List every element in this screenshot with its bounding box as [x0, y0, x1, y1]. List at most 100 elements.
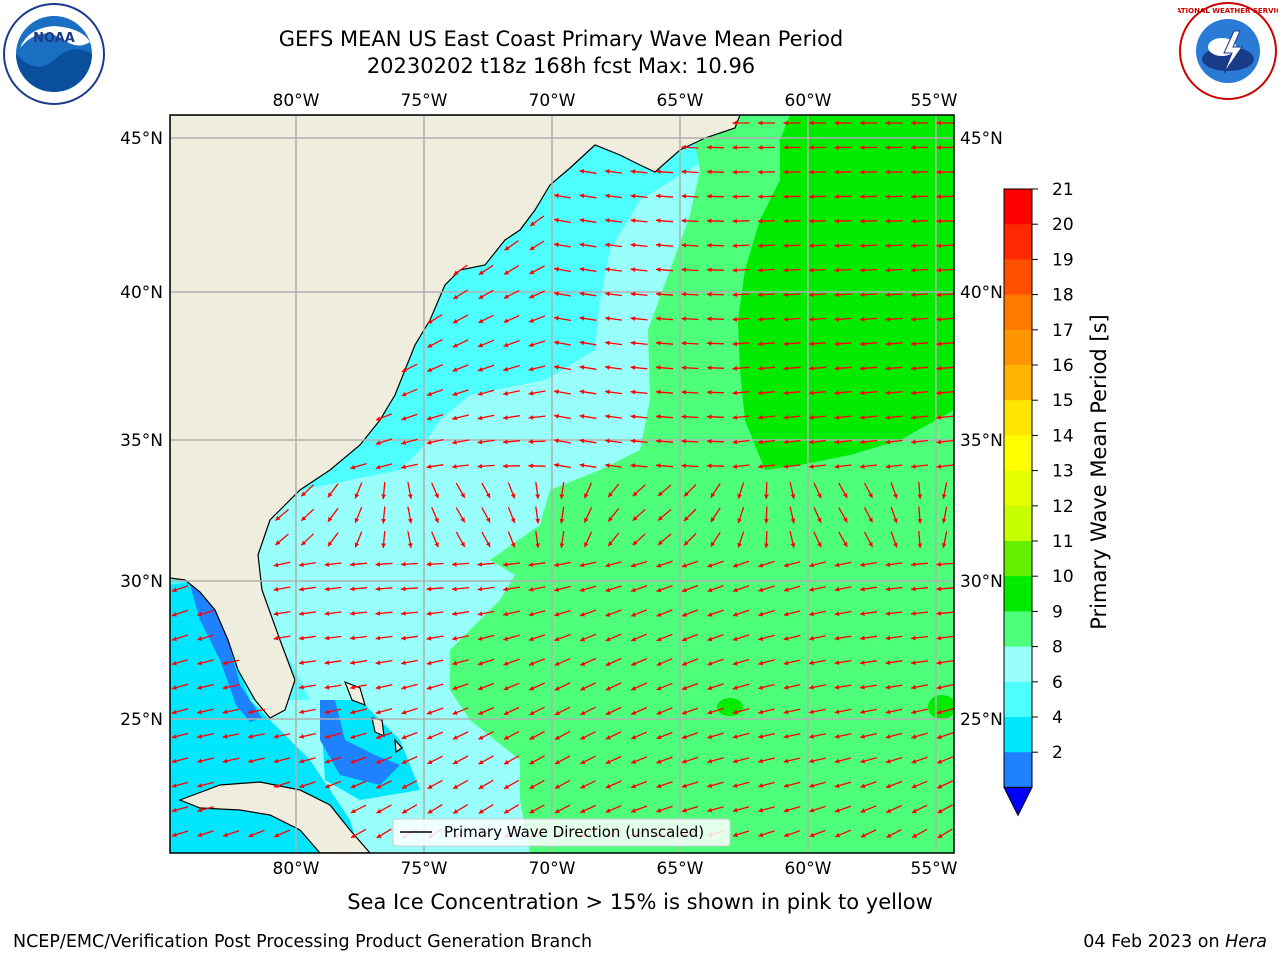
wave-arrow-head: [790, 493, 796, 499]
wave-arrow-head: [301, 491, 307, 497]
wave-arrow-head: [452, 367, 458, 372]
wave-arrow-head: [554, 193, 559, 199]
colorbar-segment: [1004, 400, 1032, 436]
wave-arrow-head: [452, 710, 458, 715]
footer-date-text: 04 Feb 2023 on: [1083, 932, 1226, 952]
wave-arrow-head: [656, 414, 661, 419]
nws-logo: NATIONAL WEATHER SERVICE: [1178, 2, 1278, 100]
wave-arrow-head: [605, 267, 610, 272]
wave-arrow-head: [632, 491, 638, 497]
wave-arrow-head: [528, 390, 534, 396]
wave-arrow-head: [197, 734, 202, 739]
wave-arrow-head: [273, 586, 279, 592]
wave-arrow-head: [656, 218, 661, 223]
wave-arrow-head: [656, 340, 661, 346]
wave-arrow-head: [452, 636, 457, 641]
wave-arrow-head: [860, 218, 865, 224]
wave-arrow-head: [707, 685, 713, 691]
wave-arrow-head: [350, 611, 355, 616]
wave-arrow-head: [554, 611, 560, 617]
wave-arrow-head: [299, 758, 305, 764]
wave-arrow-head: [834, 783, 840, 788]
colorbar-tick-label: 10: [1052, 567, 1074, 587]
wave-arrow-head: [732, 366, 738, 371]
wave-arrow-head: [886, 783, 891, 789]
wave-arrow-head: [605, 710, 611, 715]
wave-arrow-head: [605, 735, 611, 740]
lon-label-bottom: 65°W: [657, 859, 704, 879]
wave-arrow-head: [401, 367, 407, 372]
wave-arrow-head: [834, 292, 839, 298]
wave-arrow-head: [477, 562, 483, 567]
wave-arrow-head: [658, 515, 663, 521]
wave-arrow-head: [554, 438, 559, 444]
wave-arrow-head: [885, 684, 891, 690]
wave-arrow-head: [171, 612, 177, 617]
wave-arrow-head: [222, 758, 228, 764]
wave-arrow-head: [817, 542, 822, 548]
wave-arrow-head: [631, 686, 637, 691]
wave-arrow-head: [580, 759, 586, 764]
wave-arrow-head: [758, 316, 763, 322]
wave-arrow-head: [893, 493, 898, 499]
wave-arrow-head: [605, 438, 610, 444]
wave-arrow-head: [376, 833, 382, 838]
wave-arrow-head: [758, 636, 764, 641]
lon-label-top: 75°W: [401, 91, 448, 111]
wave-arrow-head: [783, 194, 788, 199]
colorbar-tick-label: 17: [1052, 321, 1074, 341]
wave-arrow-head: [937, 808, 943, 814]
wave-arrow-head: [324, 635, 330, 641]
wave-arrow-head: [707, 267, 712, 273]
wave-arrow-head: [860, 145, 865, 150]
noaa-logo: NOAA: [3, 3, 105, 105]
wave-arrow-head: [222, 685, 228, 690]
lat-label-right: 30°N: [960, 572, 1003, 592]
wave-arrow-head: [911, 267, 916, 273]
colorbar-segment: [1004, 470, 1032, 507]
wave-arrow-head: [885, 562, 891, 567]
wave-arrow-head: [936, 366, 942, 371]
wave-arrow-head: [783, 685, 789, 690]
wave-arrow-head: [758, 734, 763, 739]
wave-arrow-head: [222, 734, 228, 739]
wave-arrow-head: [478, 270, 484, 275]
wave-arrow-head: [707, 291, 712, 297]
wave-arrow-head: [503, 463, 508, 469]
wave-arrow-head: [912, 833, 918, 838]
wave-arrow-head: [656, 587, 662, 593]
wave-arrow-head: [299, 635, 304, 641]
wave-arrow-head: [783, 587, 789, 592]
wave-arrow-head: [171, 734, 177, 739]
colorbar-tick-label: 8: [1052, 638, 1063, 658]
wave-arrow-head: [478, 710, 484, 715]
wave-arrow-head: [529, 661, 535, 666]
wave-arrow-head: [478, 342, 484, 348]
wave-arrow-head: [299, 562, 304, 567]
wave-arrow-head: [737, 493, 742, 499]
wave-arrow-head: [579, 562, 585, 568]
map-frame: [169, 114, 955, 854]
wave-arrow-head: [631, 612, 636, 617]
colorbar: 21 20 19 18 17 16 15 14 13 12 11 10 9 8 6 4 2: [1003, 180, 1074, 817]
wave-arrow-head: [682, 612, 687, 617]
wave-arrow-head: [860, 783, 866, 789]
wave-arrow-head: [809, 316, 814, 322]
wave-arrow-head: [401, 685, 407, 690]
wave-arrow-head: [503, 586, 508, 592]
wave-arrow-head: [658, 540, 663, 545]
wave-arrow-head: [758, 218, 763, 224]
wave-arrow-head: [299, 611, 304, 616]
wave-arrow-head: [554, 587, 560, 592]
wave-arrow-head: [579, 414, 585, 419]
wave-arrow-head: [707, 463, 712, 469]
wave-arrow-head: [783, 783, 789, 788]
wave-arrow-head: [427, 734, 433, 740]
colorbar-segment: [1004, 329, 1032, 366]
wave-arrow-head: [758, 783, 764, 788]
wave-arrow-head: [783, 267, 788, 273]
wave-arrow-head: [299, 684, 304, 690]
wave-arrow-head: [656, 169, 661, 174]
wave-arrow-head: [911, 808, 917, 813]
wave-arrow-head: [758, 832, 764, 837]
